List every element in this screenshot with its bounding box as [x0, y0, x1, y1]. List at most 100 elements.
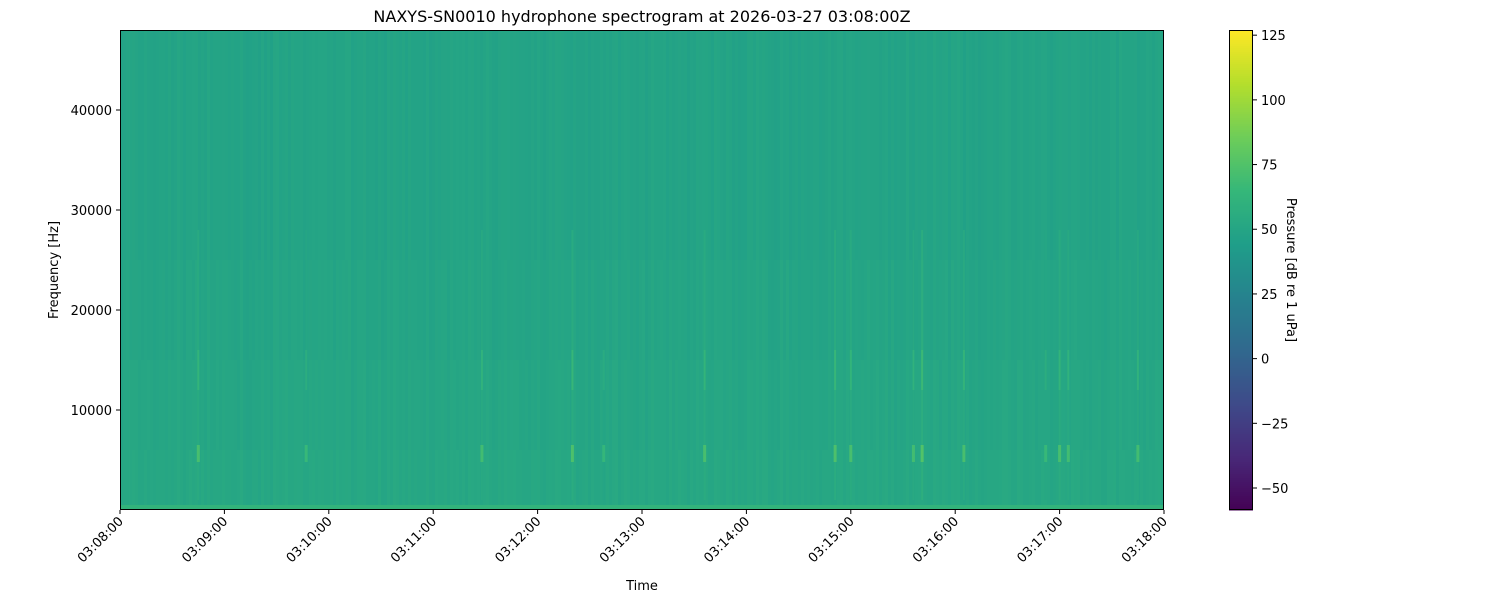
heatmap-cell [606, 450, 609, 505]
heatmap-cell [228, 30, 231, 260]
heatmap-cell [708, 30, 711, 260]
heatmap-cell [789, 450, 792, 505]
heatmap-cell [987, 360, 990, 450]
heatmap-cell [873, 360, 876, 450]
colorbar-segment [1229, 50, 1253, 53]
heatmap-cell [531, 260, 534, 360]
heatmap-cell [492, 450, 495, 505]
heatmap-cell [696, 450, 699, 505]
heatmap-cell [717, 360, 720, 450]
heatmap-cell [936, 360, 939, 450]
heatmap-cell [1029, 450, 1032, 505]
heatmap-cell [303, 360, 306, 450]
heatmap-cell [222, 450, 225, 505]
heatmap-cell [1068, 30, 1071, 260]
heatmap-cell [687, 450, 690, 505]
heatmap-cell [972, 30, 975, 260]
colorbar-segment [1229, 184, 1253, 187]
heatmap-cell [222, 30, 225, 260]
heatmap-cell [198, 450, 201, 505]
heatmap-cell [171, 360, 174, 450]
heatmap-cell [513, 30, 516, 260]
heatmap-cell [588, 450, 591, 505]
heatmap-cell [690, 30, 693, 260]
heatmap-cell [255, 260, 258, 360]
colorbar-segment [1229, 250, 1253, 253]
heatmap-cell [327, 260, 330, 360]
heatmap-cell [555, 260, 558, 360]
heatmap-cell [699, 360, 702, 450]
heatmap-cell [1131, 30, 1134, 260]
heatmap-cell [426, 30, 429, 260]
heatmap-cell [174, 450, 177, 505]
heatmap-cell [1098, 260, 1101, 360]
heatmap-cell [978, 360, 981, 450]
heatmap-cell [465, 450, 468, 505]
colorbar-segment [1229, 504, 1253, 507]
heatmap-cell [756, 30, 759, 260]
heatmap-cell [345, 30, 348, 260]
heatmap-cell [741, 260, 744, 360]
heatmap-cell [657, 260, 660, 360]
heatmap-cell [312, 30, 315, 260]
heatmap-cell [1152, 360, 1155, 450]
heatmap-cell [444, 450, 447, 505]
heatmap-cell [756, 450, 759, 505]
heatmap-cell [435, 450, 438, 505]
heatmap-cell [708, 450, 711, 505]
heatmap-cell [801, 450, 804, 505]
heatmap-cell [1077, 30, 1080, 260]
heatmap-cell [918, 30, 921, 260]
heatmap-cell [618, 260, 621, 360]
heatmap-cell [726, 450, 729, 505]
heatmap-cell [1050, 450, 1053, 505]
heatmap-cell [144, 30, 147, 260]
heatmap-cell [597, 450, 600, 505]
heatmap-cell [750, 360, 753, 450]
heatmap-cell [435, 30, 438, 260]
heatmap-cell [984, 450, 987, 505]
heatmap-cell [213, 30, 216, 260]
heatmap-cell [960, 260, 963, 360]
heatmap-cell [120, 30, 123, 260]
heatmap-cell [1128, 360, 1131, 450]
heatmap-cell [126, 360, 129, 450]
heatmap-cell [393, 360, 396, 450]
heatmap-cell [282, 360, 285, 450]
heatmap-cell [1083, 30, 1086, 260]
heatmap-cell [465, 30, 468, 260]
heatmap-cell [978, 450, 981, 505]
heatmap-cell [753, 30, 756, 260]
heatmap-cell [723, 450, 726, 505]
heatmap-cell [339, 260, 342, 360]
heatmap-cell [126, 30, 129, 260]
heatmap-cell [579, 260, 582, 360]
heatmap-cell [156, 450, 159, 505]
heatmap-cell [555, 30, 558, 260]
heatmap-cell [489, 450, 492, 505]
heatmap-cell [1053, 450, 1056, 505]
heatmap-cell [369, 450, 372, 505]
heatmap-cell [1002, 360, 1005, 450]
colorbar-segment [1229, 346, 1253, 349]
heatmap-cell [225, 260, 228, 360]
heatmap-cell [234, 360, 237, 450]
heatmap-cell [711, 450, 714, 505]
heatmap-cell [678, 260, 681, 360]
colorbar-segment [1229, 138, 1253, 141]
heatmap-cell [1068, 360, 1071, 450]
colorbar-segment [1229, 146, 1253, 149]
heatmap-cell [618, 450, 621, 505]
heatmap-cell [438, 260, 441, 360]
heatmap-cell [627, 30, 630, 260]
y-tick-label: 20000 [71, 304, 112, 319]
heatmap-cell [1008, 450, 1011, 505]
heatmap-cell [1161, 260, 1164, 360]
colorbar-segment [1229, 328, 1253, 331]
heatmap-cell [270, 260, 273, 360]
heatmap-cell [144, 450, 147, 505]
heatmap-cell [549, 360, 552, 450]
heatmap-cell [405, 450, 408, 505]
heatmap-cell [408, 30, 411, 260]
heatmap-cell [897, 450, 900, 505]
